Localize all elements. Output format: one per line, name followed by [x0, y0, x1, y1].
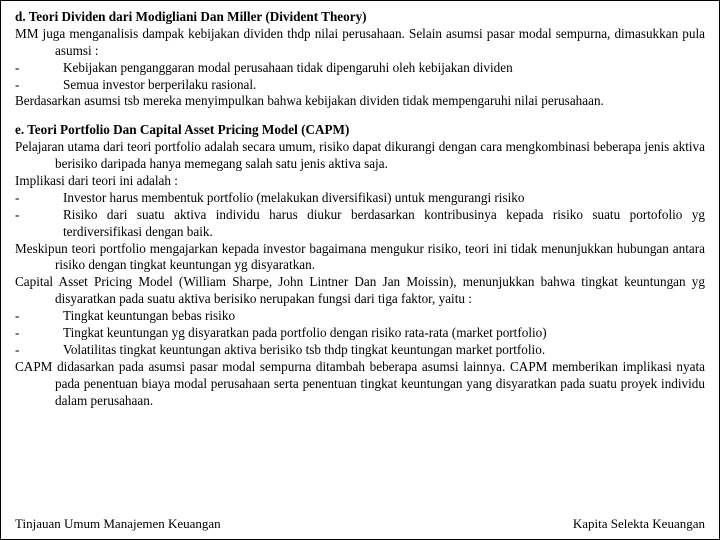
- section-d-bullet-2: -Semua investor berperilaku rasional.: [15, 77, 705, 94]
- footer: Tinjauan Umum Manajemen Keuangan Kapita …: [15, 516, 705, 533]
- bullet-text: Semua investor berperilaku rasional.: [63, 77, 256, 92]
- text: Pelajaran utama dari teori portfolio ada…: [15, 139, 705, 171]
- text: MM juga menganalisis dampak kebijakan di…: [15, 26, 705, 58]
- text: Berdasarkan asumsi tsb mereka menyimpulk…: [15, 93, 604, 108]
- dash-icon: -: [15, 342, 63, 359]
- bullet-text: Risiko dari suatu aktiva individu harus …: [63, 207, 705, 239]
- section-e-capm-bullet-3: -Volatilitas tingkat keuntungan aktiva b…: [15, 342, 705, 359]
- dash-icon: -: [15, 207, 63, 224]
- footer-left: Tinjauan Umum Manajemen Keuangan: [15, 516, 221, 533]
- text: Meskipun teori portfolio mengajarkan kep…: [15, 241, 705, 273]
- section-e-capm-bullet-1: -Tingkat keuntungan bebas risiko: [15, 308, 705, 325]
- section-e-implication-lead: Implikasi dari teori ini adalah :: [15, 173, 705, 190]
- dash-icon: -: [15, 60, 63, 77]
- section-e-limitation: Meskipun teori portfolio mengajarkan kep…: [15, 241, 705, 275]
- section-d-conclusion: Berdasarkan asumsi tsb mereka menyimpulk…: [15, 93, 705, 110]
- section-d-title: d. Teori Dividen dari Modigliani Dan Mil…: [15, 9, 705, 26]
- dash-icon: -: [15, 190, 63, 207]
- bullet-text: Kebijakan penganggaran modal perusahaan …: [63, 60, 513, 75]
- footer-right: Kapita Selekta Keuangan: [573, 516, 705, 533]
- bullet-text: Tingkat keuntungan bebas risiko: [63, 308, 235, 323]
- dash-icon: -: [15, 77, 63, 94]
- bullet-text: Tingkat keuntungan yg disyaratkan pada p…: [63, 325, 547, 340]
- section-d-bullet-1: -Kebijakan penganggaran modal perusahaan…: [15, 60, 705, 77]
- bullet-text: Volatilitas tingkat keuntungan aktiva be…: [63, 342, 545, 357]
- section-e-intro: Pelajaran utama dari teori portfolio ada…: [15, 139, 705, 173]
- bullet-text: Investor harus membentuk portfolio (mela…: [63, 190, 524, 205]
- document-page: d. Teori Dividen dari Modigliani Dan Mil…: [0, 0, 720, 540]
- section-e-impl-bullet-2: -Risiko dari suatu aktiva individu harus…: [15, 207, 705, 241]
- text: Capital Asset Pricing Model (William Sha…: [15, 274, 705, 306]
- section-e-capm-intro: Capital Asset Pricing Model (William Sha…: [15, 274, 705, 308]
- dash-icon: -: [15, 308, 63, 325]
- section-e-impl-bullet-1: -Investor harus membentuk portfolio (mel…: [15, 190, 705, 207]
- section-e-capm-conclusion: CAPM didasarkan pada asumsi pasar modal …: [15, 359, 705, 410]
- section-e-capm-bullet-2: -Tingkat keuntungan yg disyaratkan pada …: [15, 325, 705, 342]
- section-d-intro: MM juga menganalisis dampak kebijakan di…: [15, 26, 705, 60]
- text: CAPM didasarkan pada asumsi pasar modal …: [15, 359, 705, 408]
- section-e-title: e. Teori Portfolio Dan Capital Asset Pri…: [15, 122, 705, 139]
- dash-icon: -: [15, 325, 63, 342]
- section-gap: [15, 110, 705, 122]
